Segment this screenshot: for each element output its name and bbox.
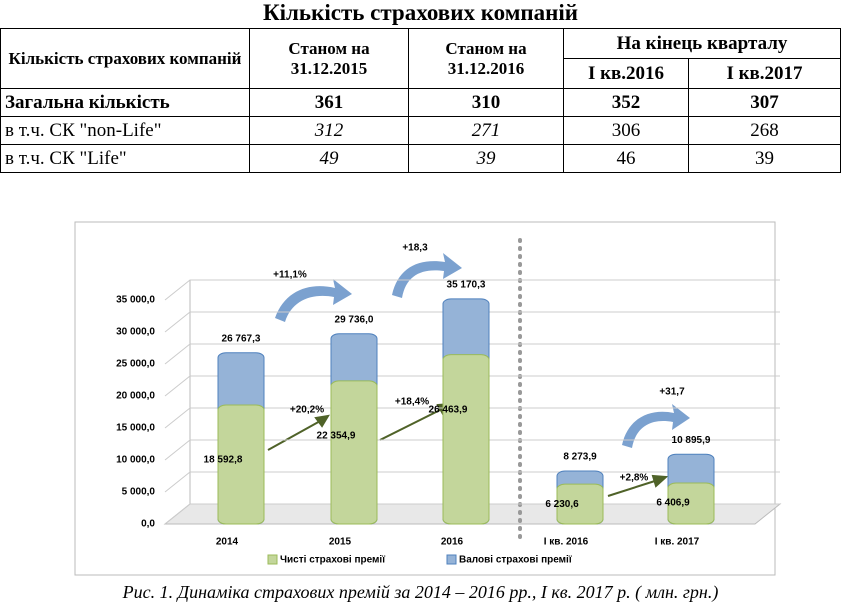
companies-table: Кількість страхових компаній Станом на 3… [0,28,841,173]
annotation: +18,3 [402,243,428,254]
y-tick-label: 25 000,0 [116,359,155,370]
trend-arrow [267,419,323,451]
value-label: 18 592,8 [204,455,243,466]
x-tick-label: 2016 [441,537,464,548]
y-tick-label: 5 000,0 [122,487,156,498]
x-tick-label: I кв. 2017 [655,537,700,548]
value-label: 26 463,9 [429,404,468,415]
bar [217,404,265,525]
legend-label: Чисті страхові премії [280,555,385,566]
annotation: +11,1% [273,270,307,281]
table-cell: в т.ч. СК "non-Life" [0,116,250,145]
grid-line [164,311,780,333]
arrow-head [314,414,330,428]
table-row: в т.ч. СК "Life" 49 39 46 39 [0,144,841,173]
value-label: 29 736,0 [335,314,374,325]
header-cell: Кількість страхових компаній [0,28,250,89]
table-cell: 307 [688,88,841,117]
annotation: +2,8% [620,473,649,484]
table-cell: Загальна кількість [0,88,250,117]
curved-arrow [392,253,462,298]
table-cell: 268 [688,116,841,145]
curved-arrow [622,404,690,448]
bar [667,482,715,525]
header-cell: Станом на 31.12.2015 [249,28,409,89]
header-cell: I кв.2016 [563,58,689,89]
grid-line [164,439,780,461]
x-tick-label: I кв. 2016 [544,537,589,548]
x-tick-label: 2014 [216,537,239,548]
table-row: в т.ч. СК "non-Life" 312 271 306 268 [0,116,841,145]
bar [330,380,378,525]
y-tick-label: 15 000,0 [116,423,155,434]
table-cell: 39 [408,144,564,173]
trend-arrow [607,479,659,497]
table-cell: 306 [563,116,689,145]
annotation: +18,4% [395,397,429,408]
annotation: +20,2% [290,405,324,416]
annotation: +31,7 [659,387,685,398]
x-tick-label: 2015 [329,537,352,548]
y-tick-label: 35 000,0 [116,295,155,306]
table-cell: 39 [688,144,841,173]
bar [556,483,604,525]
bar [442,354,490,525]
y-tick-label: 0,0 [141,519,155,530]
legend-swatch [446,554,457,565]
value-label: 26 767,3 [222,333,261,344]
trend-arrow [379,407,445,441]
table-cell: 361 [249,88,409,117]
curved-arrow [275,279,352,322]
value-label: 6 230,6 [545,499,579,510]
value-label: 6 406,9 [656,498,690,509]
y-tick-label: 30 000,0 [116,327,155,338]
grid-line [164,375,780,397]
y-tick-label: 10 000,0 [116,455,155,466]
grid-line [164,407,780,429]
y-tick-label: 20 000,0 [116,391,155,402]
table-cell: 271 [408,116,564,145]
table-cell: в т.ч. СК "Life" [0,144,250,173]
page-title: Кількість страхових компаній [262,0,579,25]
arrow-head [651,474,669,488]
table-cell: 310 [408,88,564,117]
table-cell: 49 [249,144,409,173]
grid-line [164,279,780,301]
header-cell: На кінець кварталу [563,28,841,59]
value-label: 22 354,9 [317,431,356,442]
figure-caption: Рис. 1. Динаміка страхових премій за 201… [122,582,719,602]
legend-swatch [267,554,278,565]
legend-label: Валові страхові премії [459,555,572,566]
table-cell: 46 [563,144,689,173]
header-cell: I кв.2017 [688,58,841,89]
value-label: 35 170,3 [447,280,486,291]
curved-arrows [275,253,690,448]
grid-line [164,343,780,365]
value-label: 10 895,9 [672,435,711,446]
table-row: Загальна кількість 361 310 352 307 [0,88,841,117]
value-label: 8 273,9 [563,452,597,463]
